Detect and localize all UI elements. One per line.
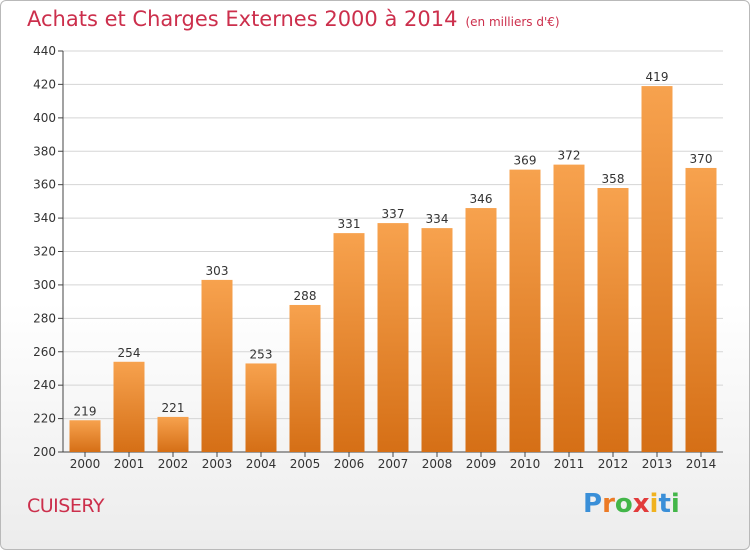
bar [157,416,189,452]
data-label: 346 [470,192,493,206]
x-tick-label: 2003 [202,457,233,471]
data-label: 337 [382,207,405,221]
x-tick-label: 2014 [686,457,717,471]
data-label: 303 [206,264,229,278]
y-tick-label: 220 [33,412,56,426]
y-tick-label: 420 [33,77,56,91]
x-tick-label: 2011 [554,457,585,471]
bar [69,420,101,452]
logo-letter: r [602,489,615,519]
x-tick-label: 2006 [334,457,365,471]
bar [685,167,717,453]
x-tick-label: 2012 [598,457,629,471]
x-tick-label: 2010 [510,457,541,471]
bar [641,86,673,453]
logo-letter: t [658,489,671,519]
x-tick-label: 2000 [70,457,101,471]
data-label: 253 [250,347,273,361]
x-tick-label: 2001 [114,457,145,471]
bar [245,363,277,452]
bar [113,361,145,452]
chart-title: Achats et Charges Externes 2000 à 2014 (e… [27,7,560,31]
x-tick-label: 2013 [642,457,673,471]
bar [289,304,321,452]
bar [421,228,453,452]
y-tick-label: 240 [33,378,56,392]
city-name: CUISERY [27,495,104,517]
y-tick-label: 440 [33,44,56,58]
data-label: 369 [514,154,537,168]
data-label: 370 [690,152,713,166]
x-tick-label: 2009 [466,457,497,471]
y-tick-label: 260 [33,345,56,359]
logo-letter: P [583,489,603,519]
y-tick-label: 380 [33,144,56,158]
y-tick-label: 300 [33,278,56,292]
data-label: 288 [294,289,317,303]
logo-letter: i [670,489,680,519]
bar [201,279,233,452]
x-tick-label: 2002 [158,457,189,471]
y-tick-label: 200 [33,445,56,459]
y-tick-label: 360 [33,178,56,192]
data-label: 221 [162,401,185,415]
data-label: 331 [338,217,361,231]
bar [333,233,365,452]
title-text: Achats et Charges Externes 2000 à 2014 [27,7,458,31]
logo-letter: x [632,489,650,519]
x-tick-label: 2007 [378,457,409,471]
bar [377,223,409,452]
bar [465,208,497,452]
y-tick-label: 400 [33,111,56,125]
bar [509,169,541,453]
logo-letter: i [649,489,659,519]
y-tick-label: 280 [33,311,56,325]
y-tick-label: 340 [33,211,56,225]
logo-letter: o [614,489,633,519]
proxiti-logo: Proxiti [583,489,680,519]
x-tick-label: 2004 [246,457,277,471]
x-tick-label: 2005 [290,457,321,471]
data-label: 219 [74,404,97,418]
data-label: 358 [602,172,625,186]
unit-label: (en milliers d'€) [465,15,560,29]
x-tick-label: 2008 [422,457,453,471]
data-label: 254 [118,346,141,360]
data-label: 334 [426,212,449,226]
y-tick-label: 320 [33,245,56,259]
bar [553,164,585,452]
data-label: 419 [646,70,669,84]
data-label: 372 [558,149,581,163]
bar [597,188,629,452]
